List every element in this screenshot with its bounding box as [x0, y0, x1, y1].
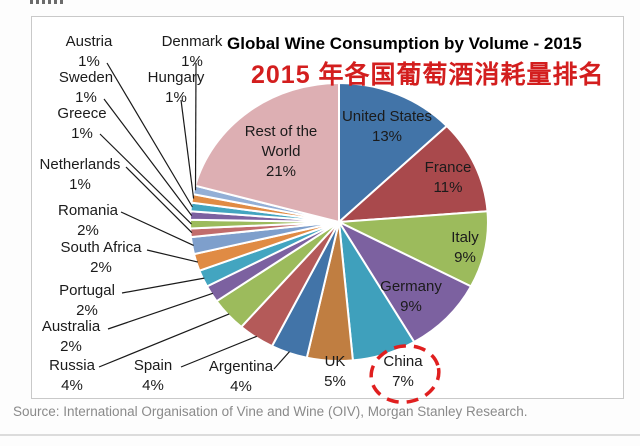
slice-label-netherlands: Netherlands 1%: [40, 155, 121, 195]
leader-line-romania: [120, 211, 194, 246]
slice-label-name: Australia: [41, 318, 101, 335]
pie-slice-italy: [338, 210, 489, 288]
pie-slice-germany: [338, 221, 472, 343]
leader-line-sweden: [103, 98, 193, 216]
leader-line-hungary: [180, 99, 195, 199]
leader-line-netherlands: [125, 166, 193, 234]
leader-line-russia: [98, 313, 230, 368]
slice-label-italy: Italy 9%: [451, 228, 479, 268]
source-note: Source: International Organisation of Vi…: [13, 404, 528, 419]
slice-label-name: Romania: [57, 202, 119, 219]
slice-label-value: 1%: [165, 89, 187, 106]
slice-label-greece: Greece 1%: [57, 104, 106, 144]
slice-label-value: 2%: [76, 302, 98, 319]
slice-label-name: China: [383, 353, 423, 370]
slice-label-name: Austria: [65, 33, 113, 50]
slice-label-name: United States: [341, 108, 433, 125]
slice-label-romania: Romania 2%: [58, 201, 118, 241]
slice-label-value: 4%: [142, 377, 164, 394]
slice-label-value: 2%: [77, 222, 99, 239]
slice-label-denmark: Denmark 1%: [162, 32, 223, 72]
slice-label-name: Argentina: [208, 358, 274, 375]
leader-line-south-africa: [146, 249, 199, 263]
slice-label-uk: UK 5%: [324, 352, 346, 392]
slice-label-name: Italy: [451, 229, 479, 246]
pie-slice-united-states: [338, 82, 448, 223]
slice-label-value: 1%: [181, 53, 203, 70]
slice-label-value: 13%: [371, 128, 403, 145]
slice-label-name: Spain: [133, 357, 173, 374]
slice-label-value: 9%: [400, 298, 422, 315]
slice-label-rest-of-the-world: Rest of the World 21%: [240, 122, 322, 182]
slice-label-name: Germany: [380, 278, 442, 295]
slice-label-australia: Australia 2%: [42, 317, 100, 357]
slice-label-name: Russia: [49, 357, 95, 374]
slice-label-value: 7%: [392, 373, 414, 390]
slice-label-value: 9%: [454, 249, 476, 266]
slice-label-value: 11%: [433, 179, 463, 196]
bottom-divider: [0, 434, 640, 436]
leader-line-portugal: [121, 277, 205, 294]
slice-label-value: 21%: [265, 163, 297, 180]
slice-label-germany: Germany 9%: [380, 277, 442, 317]
slice-label-name: Denmark: [161, 33, 223, 50]
cropped-text-fragment: [30, 0, 66, 4]
slice-label-value: 1%: [78, 53, 100, 70]
slice-label-sweden: Sweden 1%: [59, 68, 113, 108]
chart-title: Global Wine Consumption by Volume - 2015: [227, 34, 582, 53]
slice-label-south-africa: South Africa 2%: [61, 238, 142, 278]
slice-label-argentina: Argentina 4%: [209, 357, 273, 397]
slice-label-china: China 7%: [383, 352, 422, 392]
slice-label-name: Portugal: [59, 282, 115, 299]
slice-label-united-states: United States 13%: [342, 107, 432, 147]
slice-label-portugal: Portugal 2%: [59, 281, 115, 321]
slice-label-name: South Africa: [60, 239, 142, 256]
pie-slice-rest-of-the-world: [194, 82, 340, 223]
slice-label-value: 1%: [75, 89, 97, 106]
slice-label-name: France: [424, 159, 472, 176]
slice-label-austria: Austria 1%: [66, 32, 113, 72]
slice-label-france: France 11%: [425, 158, 472, 198]
leader-line-denmark: [194, 62, 197, 191]
leader-line-greece: [99, 133, 192, 225]
slice-label-value: 4%: [230, 378, 252, 395]
slice-label-value: 1%: [71, 125, 93, 142]
leader-line-spain: [180, 335, 258, 368]
leader-line-argentina: [273, 351, 290, 370]
slice-label-name: Rest of the World: [244, 123, 318, 160]
slice-label-name: Greece: [57, 105, 107, 122]
slice-label-value: 2%: [60, 338, 82, 355]
slice-label-value: 5%: [324, 373, 346, 390]
chart-subtitle-chinese: 2015 年各国葡萄酒消耗量排名: [251, 61, 605, 89]
slice-label-value: 4%: [61, 377, 83, 394]
slice-label-name: UK: [324, 353, 346, 370]
slice-label-value: 2%: [90, 259, 112, 276]
slice-label-value: 1%: [69, 176, 91, 193]
slice-label-name: Hungary: [147, 69, 205, 86]
slice-label-spain: Spain 4%: [134, 356, 172, 396]
slice-label-hungary: Hungary 1%: [148, 68, 205, 108]
pie-slice-france: [338, 125, 489, 223]
leader-line-austria: [106, 62, 193, 208]
slice-label-name: Sweden: [58, 69, 114, 86]
slice-label-russia: Russia 4%: [49, 356, 95, 396]
leader-line-australia: [107, 292, 213, 330]
slice-label-name: Netherlands: [39, 156, 121, 173]
